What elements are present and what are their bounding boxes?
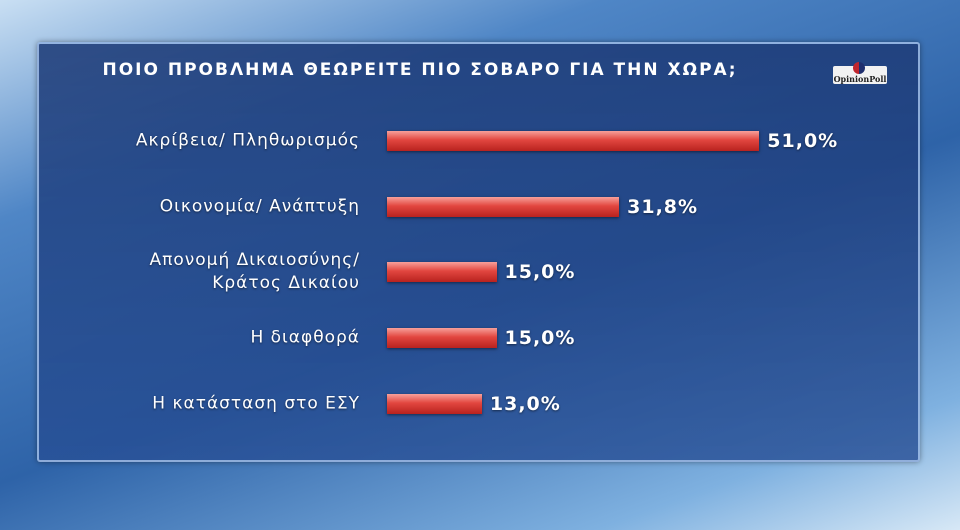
chart-title: ΠΟΙΟ ΠΡΟΒΛΗΜΑ ΘΕΩΡΕΙΤΕ ΠΙΟ ΣΟΒΑΡΟ ΓΙΑ ΤΗ…: [102, 60, 738, 80]
bar: [387, 197, 620, 217]
value-label: 51,0%: [767, 130, 839, 152]
bar: [387, 262, 497, 282]
category-label: Ακρίβεια/ Πληθωρισμός: [135, 130, 360, 151]
value-label: 13,0%: [489, 393, 561, 415]
panel: [37, 42, 920, 462]
category-label: Η κατάσταση στο ΕΣΥ: [152, 393, 360, 414]
value-label: 31,8%: [627, 196, 699, 218]
category-label: Η διαφθορά: [250, 327, 360, 348]
bar: [387, 394, 482, 414]
bar: [387, 328, 497, 348]
value-label: 15,0%: [504, 261, 576, 283]
category-label: Απονομή Δικαιοσύνης/ Κράτος Δικαίου: [149, 250, 360, 293]
category-label: Οικονομία/ Ανάπτυξη: [159, 196, 360, 217]
logo: OpinionPoll: [833, 62, 887, 84]
bar: [387, 131, 760, 151]
value-label: 15,0%: [504, 327, 576, 349]
